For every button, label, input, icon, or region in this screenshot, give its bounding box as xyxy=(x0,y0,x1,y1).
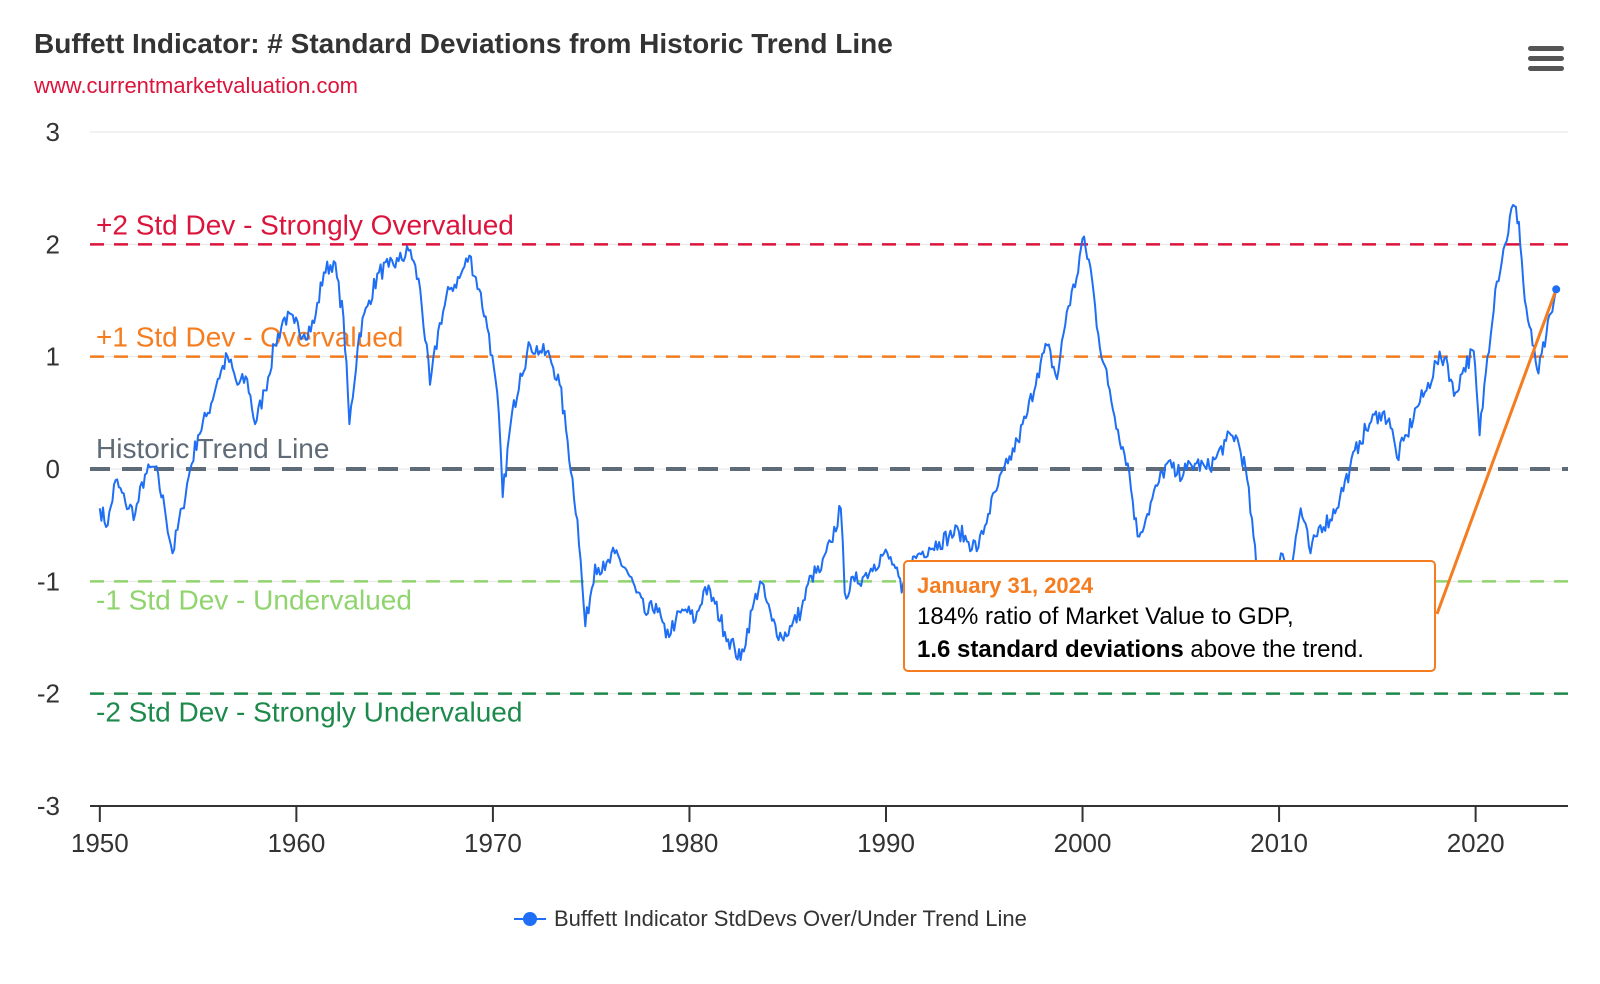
y-tick-label: 1 xyxy=(46,342,60,372)
x-tick-label: 1960 xyxy=(267,828,325,858)
chart-title: Buffett Indicator: # Standard Deviations… xyxy=(34,28,893,59)
tooltip-stddev-rest: above the trend. xyxy=(1183,636,1364,663)
tooltip-ratio-text: 184% ratio of Market Value to GDP, xyxy=(917,603,1294,630)
menu-bar xyxy=(1528,66,1564,71)
y-tick-label: -2 xyxy=(37,679,60,709)
std-dev-label: +2 Std Dev - Strongly Overvalued xyxy=(96,209,514,240)
y-tick-label: 0 xyxy=(46,454,60,484)
x-tick-label: 1990 xyxy=(857,828,915,858)
annotation-connector-line xyxy=(1435,288,1558,615)
chart-subtitle: www.currentmarketvaluation.com xyxy=(34,73,359,98)
tooltip-stddev-bold: 1.6 standard deviations xyxy=(917,636,1184,663)
annotation-point xyxy=(1552,285,1561,294)
std-dev-label: -1 Std Dev - Undervalued xyxy=(96,584,412,615)
std-dev-label: -2 Std Dev - Strongly Undervalued xyxy=(96,697,522,728)
x-tick-label: 2000 xyxy=(1054,828,1112,858)
menu-bar xyxy=(1528,46,1564,51)
annotation-connector xyxy=(1435,285,1561,615)
hamburger-menu-icon[interactable] xyxy=(1528,46,1564,76)
legend-line-dot-icon xyxy=(514,909,546,929)
tooltip-stddev-text: 1.6 standard deviations above the trend. xyxy=(917,633,1422,666)
std-dev-label: Historic Trend Line xyxy=(96,433,329,464)
annotation-tooltip: January 31, 2024 184% ratio of Market Va… xyxy=(903,560,1436,672)
legend-item[interactable]: Buffett Indicator StdDevs Over/Under Tre… xyxy=(514,904,1027,934)
std-dev-label: +1 Std Dev - Overvalued xyxy=(96,322,403,353)
y-tick-label: -3 xyxy=(37,791,60,821)
y-tick-label: 3 xyxy=(46,117,60,147)
x-tick-label: 1970 xyxy=(464,828,522,858)
buffett-indicator-line xyxy=(98,204,1558,661)
x-tick-label: 1950 xyxy=(71,828,129,858)
axes: 3 2 1 0 -1 -2 -3 1950 1960 1970 1980 1990 2000 2010 20… xyxy=(37,117,1568,858)
y-tick-label: 2 xyxy=(46,229,60,259)
x-tick-label: 2020 xyxy=(1447,828,1505,858)
x-tick-label: 2010 xyxy=(1250,828,1308,858)
menu-bar xyxy=(1528,56,1564,61)
tooltip-date: January 31, 2024 xyxy=(917,573,1094,598)
x-tick-label: 1980 xyxy=(661,828,719,858)
series-layer xyxy=(98,204,1558,661)
y-tick-label: -1 xyxy=(37,566,60,596)
legend-label: Buffett Indicator StdDevs Over/Under Tre… xyxy=(554,906,1027,931)
